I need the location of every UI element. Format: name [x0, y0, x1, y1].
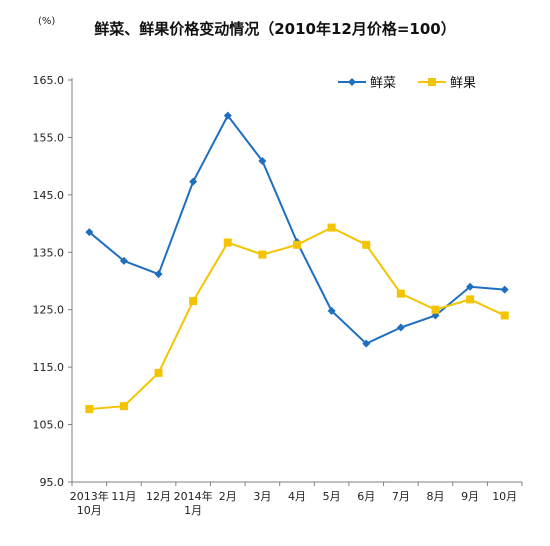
- series-line-鲜菜: [88, 113, 505, 345]
- data-point: [362, 240, 371, 249]
- legend: 鲜菜 鲜果: [338, 76, 476, 91]
- data-point: [293, 240, 301, 249]
- y-tick-label: 105.0: [33, 419, 65, 432]
- data-point: [327, 306, 336, 315]
- x-tick-label: 10月: [492, 490, 517, 503]
- data-point: [431, 305, 440, 314]
- y-tick-label: 115.0: [33, 361, 65, 374]
- data-point: [258, 156, 267, 165]
- data-point: [258, 250, 267, 259]
- data-point: [466, 282, 475, 291]
- series-layer: [85, 111, 509, 414]
- data-point: [189, 297, 198, 306]
- data-point: [327, 223, 336, 232]
- data-point: [189, 177, 198, 186]
- data-point: [223, 111, 232, 120]
- x-tick-label: 6月: [357, 490, 375, 503]
- x-tick-label: 8月: [426, 490, 444, 503]
- data-point: [396, 323, 405, 332]
- x-tick-label: 5月: [323, 490, 341, 503]
- data-point: [119, 402, 128, 411]
- x-tick-label: 11月: [111, 490, 136, 503]
- data-point: [500, 285, 509, 294]
- legend-marker: [348, 78, 356, 86]
- y-tick-label: 145.0: [33, 189, 65, 202]
- legend-label: 鲜果: [450, 76, 476, 91]
- x-tick-label: 12月: [146, 490, 171, 503]
- x-tick-label: 7月: [392, 490, 410, 503]
- data-point: [85, 228, 94, 237]
- x-tick-label: 9月: [461, 490, 479, 503]
- y-tick-label: 165.0: [33, 74, 65, 87]
- data-point: [154, 270, 163, 279]
- y-axis-unit: (%): [38, 16, 55, 27]
- data-point: [154, 368, 163, 377]
- legend-label: 鲜菜: [370, 76, 396, 91]
- x-tick-label: 2月: [219, 490, 237, 503]
- data-point: [119, 256, 128, 265]
- x-tick-label: 2013年 10月: [70, 489, 109, 517]
- y-axis-ticks: 95.0 105.0 115.0 125.0 135.0 145.0 155.0 165.0: [33, 74, 72, 489]
- data-point: [85, 405, 94, 414]
- x-tick-label: 2014年 1月: [174, 489, 213, 517]
- x-tick-label: 4月: [288, 490, 306, 503]
- chart-title: 鲜菜、鲜果价格变动情况（2010年12月价格=100）: [94, 20, 456, 38]
- data-point: [223, 238, 232, 247]
- data-point: [362, 339, 371, 348]
- y-tick-label: 155.0: [33, 131, 65, 144]
- x-tick-label: 3月: [253, 490, 271, 503]
- data-point: [396, 289, 405, 298]
- data-point: [500, 311, 509, 320]
- legend-marker: [428, 78, 436, 86]
- y-tick-label: 135.0: [33, 246, 65, 259]
- series-line-鲜果: [89, 226, 506, 411]
- data-point: [466, 295, 475, 304]
- axes: [71, 78, 522, 483]
- y-tick-label: 125.0: [33, 304, 65, 317]
- y-tick-label: 95.0: [40, 476, 65, 489]
